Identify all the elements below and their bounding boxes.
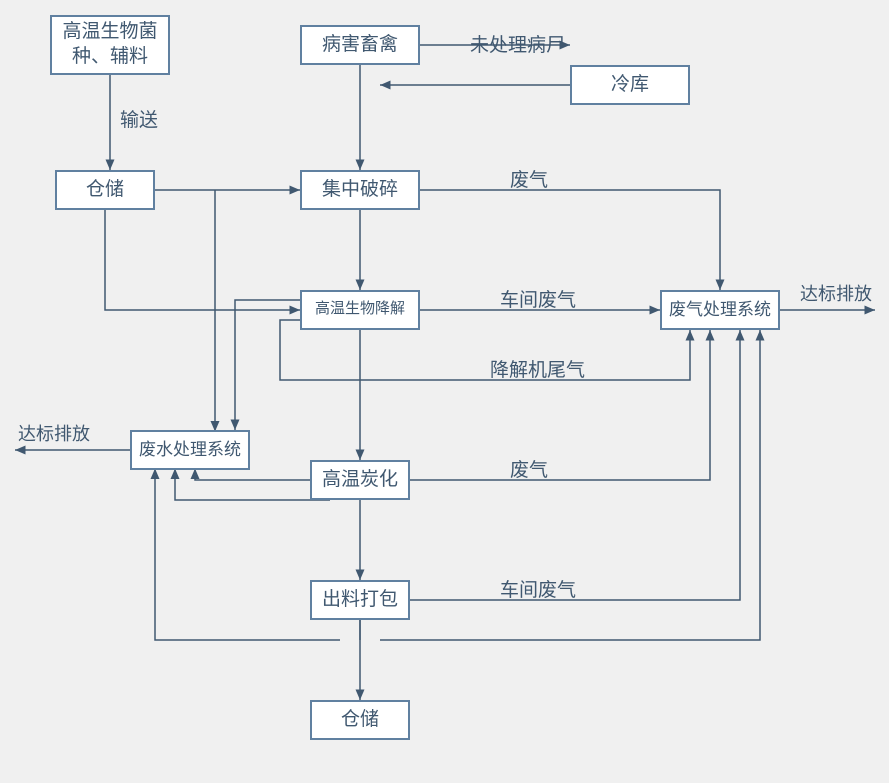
edge-19 bbox=[175, 470, 330, 500]
label-l_gas2: 废气 bbox=[510, 455, 548, 482]
label-l_wgas2: 车间废气 bbox=[500, 575, 576, 602]
label-l_emit1: 达标排放 bbox=[800, 280, 872, 306]
label-l_gas1: 废气 bbox=[510, 165, 548, 192]
node-pack: 出料打包 bbox=[310, 580, 410, 620]
edge-5 bbox=[105, 210, 300, 310]
node-gas_sys: 废气处理系统 bbox=[660, 290, 780, 330]
node-carbon: 高温炭化 bbox=[310, 460, 410, 500]
edge-10 bbox=[420, 190, 720, 290]
label-l_wgas1: 车间废气 bbox=[500, 285, 576, 312]
node-strains: 高温生物菌种、辅料 bbox=[50, 15, 170, 75]
edge-22 bbox=[235, 300, 300, 430]
label-l_carcass: 未处理病尸 bbox=[470, 30, 565, 57]
node-cold: 冷库 bbox=[570, 65, 690, 105]
edge-20 bbox=[195, 470, 310, 480]
node-biodeg: 高温生物降解 bbox=[300, 290, 420, 330]
node-store2: 仓储 bbox=[310, 700, 410, 740]
node-store1: 仓储 bbox=[55, 170, 155, 210]
label-l_emit2: 达标排放 bbox=[18, 420, 90, 446]
node-water_sys: 废水处理系统 bbox=[130, 430, 250, 470]
node-livestock: 病害畜禽 bbox=[300, 25, 420, 65]
edge-14 bbox=[410, 330, 710, 480]
label-l_tail: 降解机尾气 bbox=[490, 355, 585, 382]
label-l_transport: 输送 bbox=[120, 105, 158, 132]
node-crush: 集中破碎 bbox=[300, 170, 420, 210]
